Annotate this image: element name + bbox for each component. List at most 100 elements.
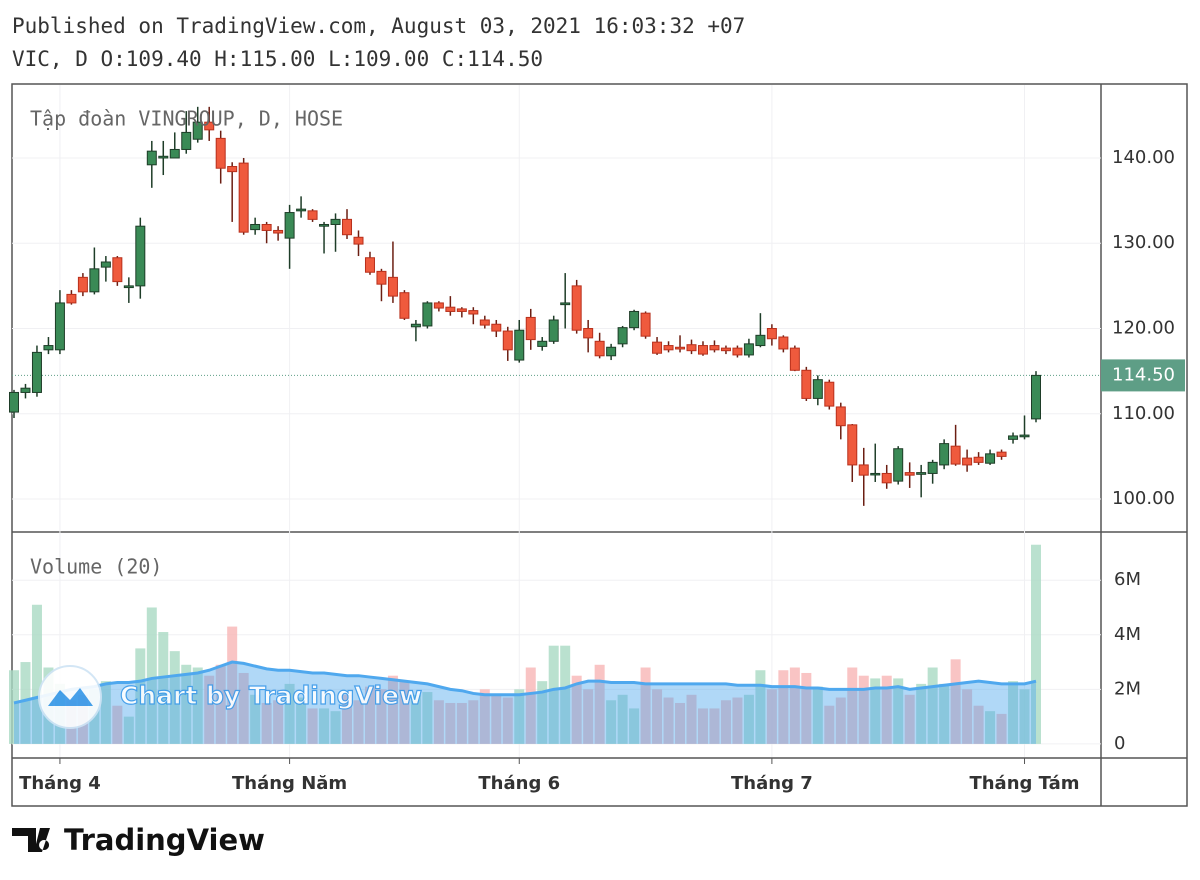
candle-body — [812, 379, 823, 399]
candle-body — [571, 285, 582, 331]
candle-body — [537, 340, 548, 347]
candle-body — [663, 345, 674, 351]
volume-bar — [675, 702, 686, 744]
volume-bar — [950, 659, 961, 744]
candle-body — [307, 210, 318, 220]
volume-bar — [399, 681, 410, 744]
y-tick-label: 110.00 — [1112, 403, 1175, 424]
footer-logo: TradingView — [12, 823, 265, 857]
candle-body — [904, 472, 915, 476]
volume-bar — [640, 667, 651, 744]
volume-ma-area — [14, 662, 1036, 744]
candle-body — [939, 443, 950, 466]
volume-bar — [548, 645, 559, 744]
volume-bar — [904, 694, 915, 744]
candle-body — [387, 276, 398, 297]
volume-bar — [594, 664, 605, 744]
candle-body — [238, 162, 249, 233]
candle-body — [112, 257, 123, 283]
volume-tick-label: 4M — [1114, 624, 1141, 645]
volume-bar — [881, 675, 892, 744]
y-tick-label: 100.00 — [1112, 488, 1175, 509]
candle-body — [847, 424, 858, 466]
volume-bar — [502, 697, 513, 744]
volume-bar — [973, 705, 984, 744]
candle-body — [629, 310, 640, 329]
volume-bar — [985, 711, 996, 744]
candle-body — [433, 302, 444, 309]
volume-bar — [927, 667, 938, 744]
volume-bar — [100, 681, 111, 744]
volume-bar — [468, 700, 479, 744]
volume-bar — [1031, 544, 1041, 744]
candle-body — [652, 341, 663, 354]
watermark-logo — [38, 665, 102, 729]
candle-body — [720, 347, 731, 352]
candle-body — [20, 387, 31, 393]
volume-bar — [1008, 681, 1019, 744]
volume-bar — [652, 689, 663, 744]
candle-body — [192, 121, 203, 140]
candle-body — [250, 223, 261, 231]
candle-body — [870, 472, 881, 476]
candle-body — [927, 461, 938, 474]
candle-body — [31, 351, 42, 393]
candle-body — [9, 391, 19, 413]
volume-bar — [996, 713, 1007, 744]
candle-body — [342, 218, 353, 236]
volume-bar — [135, 648, 146, 744]
volume-bar — [514, 689, 525, 744]
candle-body — [422, 302, 433, 327]
volume-tick-label: 6M — [1114, 569, 1141, 590]
volume-tick-label: 0 — [1114, 733, 1125, 754]
volume-bar — [801, 672, 812, 744]
volume-bar — [204, 675, 215, 744]
volume-bar — [319, 708, 330, 744]
volume-bar — [376, 689, 387, 744]
y-tick-label: 130.00 — [1112, 232, 1175, 253]
volume-bar — [778, 670, 789, 744]
volume-bar — [939, 683, 950, 744]
volume-bar — [273, 700, 284, 744]
published-line: Published on TradingView.com, August 03,… — [12, 14, 745, 38]
volume-bar — [238, 672, 249, 744]
volume-bar — [720, 700, 731, 744]
candle-body — [261, 223, 272, 231]
price-pane — [9, 106, 1101, 506]
candle-body — [135, 225, 146, 287]
footer-brand: TradingView — [64, 823, 265, 857]
candle-body — [296, 208, 307, 212]
candle-body — [376, 270, 387, 285]
volume-bar — [181, 664, 192, 744]
candle-body — [399, 292, 410, 319]
candle-body — [743, 343, 754, 356]
candle-body — [548, 319, 559, 342]
candle-body — [893, 448, 904, 482]
volume-bar — [732, 697, 743, 744]
candle-body — [227, 166, 238, 173]
candle-body — [502, 330, 513, 351]
volume-bar — [491, 694, 502, 744]
volume-bar — [824, 705, 835, 744]
volume-tick-label: 2M — [1114, 678, 1141, 699]
candle-body — [43, 345, 54, 351]
candle-body — [479, 319, 490, 326]
candle-body — [560, 302, 571, 306]
x-tick-label: Tháng Năm — [232, 773, 347, 794]
volume-bar — [112, 705, 123, 744]
candle-body — [881, 472, 892, 484]
candle-body — [675, 346, 686, 350]
candle-body — [1031, 374, 1041, 420]
volume-bar — [606, 700, 617, 744]
candle-body — [801, 369, 812, 399]
volume-bar — [364, 686, 375, 744]
volume-bar — [525, 667, 536, 744]
volume-bar — [560, 645, 571, 744]
candle-body — [996, 451, 1007, 457]
volume-bar — [250, 694, 261, 744]
axes: 100.00 110.00 120.00 130.00 140.00 0 2M 4M 6M Thá… — [19, 147, 1185, 794]
candle-body — [858, 464, 869, 476]
volume-bar — [617, 694, 628, 744]
candle-body — [445, 306, 456, 312]
